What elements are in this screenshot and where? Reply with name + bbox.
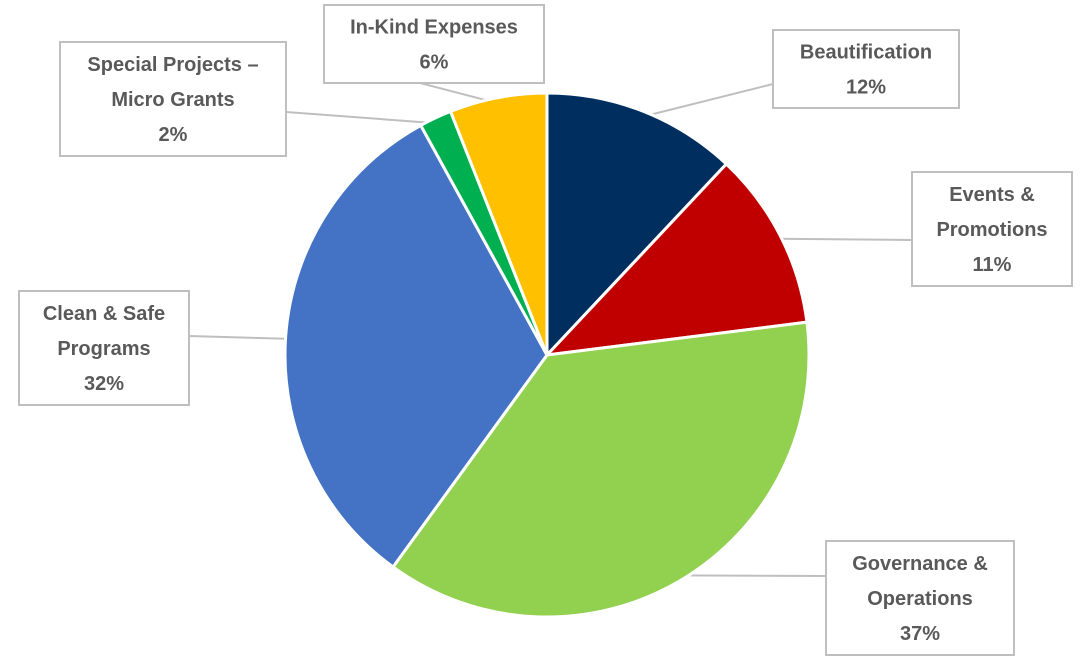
label-box-clean-safe-programs [18,290,190,406]
leader-line-events-promotions [775,237,913,241]
data-labels: Beautification 12% Events & Promotions 11% Go… [18,4,1073,656]
leader-line-clean-safe-programs [188,335,292,340]
pie-slice-beautification [545,91,729,359]
data-label-category-clean-safe-programs: Programs [57,338,150,360]
data-label-category-events-promotions: Promotions [936,219,1047,241]
data-label-percent-beautification: 12% [846,77,886,99]
label-box-beautification [772,29,960,109]
leader-line-governance-operations [677,574,827,577]
leader-line-special-projects-micro-grants [285,111,439,125]
data-label-percent-in-kind-expenses: 6% [420,52,449,74]
leader-line-beautification [640,83,774,118]
label-box-events-promotions [911,171,1073,287]
data-label-category-special-projects-micro-grants: Micro Grants [111,89,234,111]
label-box-governance-operations [825,540,1015,656]
pie-slice-in-kind-expenses [448,91,549,356]
data-label-percent-special-projects-micro-grants: 2% [159,124,188,146]
data-label-percent-governance-operations: 37% [900,623,940,645]
data-label-category-in-kind-expenses: In-Kind Expenses [350,17,518,39]
data-label-category-events-promotions: Events & [949,184,1035,206]
data-label-category-clean-safe-programs: Clean & Safe [43,303,165,325]
pie-slice-clean-safe-programs [283,123,549,570]
data-label-category-governance-operations: Operations [867,588,973,610]
data-label-category-beautification: Beautification [800,42,932,64]
pie-slice-events-promotions [543,161,809,358]
label-box-in-kind-expenses [323,4,545,84]
data-label-category-special-projects-micro-grants: Special Projects – [87,54,258,76]
data-label-category-governance-operations: Governance & [852,553,988,575]
data-label-percent-clean-safe-programs: 32% [84,373,124,395]
label-box-special-projects-micro-grants [59,41,287,157]
pie-slice-governance-operations [390,320,811,619]
pie-slices [283,91,811,619]
data-label-percent-events-promotions: 11% [973,254,1012,276]
